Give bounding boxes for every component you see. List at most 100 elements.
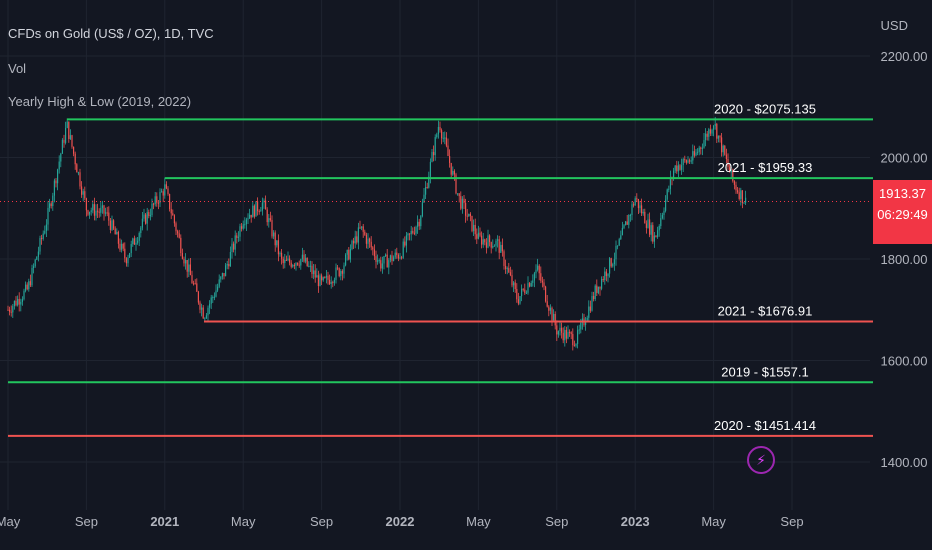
candle: [167, 186, 169, 196]
candle: [361, 226, 363, 231]
candle: [725, 148, 727, 164]
currency-label[interactable]: USD: [880, 18, 908, 33]
candle: [495, 238, 497, 252]
candle: [497, 235, 499, 248]
candle: [645, 220, 647, 234]
candle: [159, 188, 161, 207]
symbol-title[interactable]: CFDs on Gold (US$ / OZ), 1D, TVC: [8, 26, 214, 41]
candle: [652, 222, 654, 244]
volume-indicator-label[interactable]: Vol: [8, 61, 27, 76]
candle: [405, 231, 407, 253]
lightning-icon[interactable]: ⚡: [747, 446, 775, 474]
candle: [441, 128, 443, 145]
candle: [410, 225, 412, 241]
candle: [431, 148, 433, 163]
level-high-3[interactable]: 2019 - $1557.1: [8, 364, 873, 384]
candle: [677, 161, 679, 178]
candle: [129, 252, 131, 259]
level-low-2[interactable]: 2021 - $1676.91: [204, 303, 873, 323]
candle: [220, 276, 222, 283]
level-high-1[interactable]: 2021 - $1959.33: [164, 160, 873, 180]
candle: [629, 213, 631, 222]
candle: [729, 164, 731, 173]
candle: [490, 241, 492, 254]
candle: [708, 127, 710, 141]
candle: [745, 190, 747, 206]
candle: [53, 178, 55, 203]
candle: [170, 202, 172, 220]
candle: [551, 306, 553, 326]
candle: [391, 250, 393, 265]
level-low-4[interactable]: 2020 - $1451.414: [8, 418, 873, 437]
time-axis[interactable]: May Sep 2021 May Sep 2022 May Sep 2023 May Sep: [0, 514, 804, 529]
candle: [348, 247, 350, 261]
candle: [719, 135, 721, 143]
candle: [133, 235, 135, 245]
candle: [730, 169, 732, 179]
candle: [674, 164, 676, 174]
candle: [591, 291, 593, 312]
candle: [618, 237, 620, 246]
candle: [367, 233, 369, 250]
candle: [717, 135, 719, 143]
candle: [692, 144, 694, 165]
candle: [402, 238, 404, 260]
candle: [63, 134, 65, 148]
candle: [623, 223, 625, 230]
candle: [111, 215, 113, 232]
candle: [253, 204, 255, 219]
candle: [165, 181, 167, 190]
candle: [500, 241, 502, 253]
candle: [257, 197, 259, 216]
candle: [10, 305, 12, 317]
candle: [415, 225, 417, 236]
candle: [289, 255, 291, 266]
candle: [570, 331, 572, 340]
price-axis[interactable]: 2200.00 2000.00 1800.00 1600.00 1400.00: [881, 49, 928, 470]
candle: [716, 122, 718, 143]
candle: [682, 157, 684, 173]
candle: [505, 259, 507, 274]
candle: [457, 193, 459, 196]
candle: [649, 212, 651, 238]
last-price-value: 1913.37: [879, 186, 926, 201]
yearly-high-low-indicator-label[interactable]: Yearly High & Low (2019, 2022): [8, 94, 192, 109]
candle: [93, 197, 95, 221]
candle: [642, 208, 644, 216]
candle: [276, 240, 278, 248]
candle: [597, 286, 599, 295]
candle: [205, 313, 207, 319]
level-high-0[interactable]: 2020 - $2075.135: [66, 101, 873, 121]
level-label: 2019 - $1557.1: [721, 364, 808, 379]
candle: [620, 230, 622, 240]
candle: [650, 222, 652, 242]
candle: [577, 325, 579, 349]
candle: [121, 239, 123, 253]
candle: [261, 197, 263, 216]
candle: [698, 145, 700, 156]
candle: [285, 255, 287, 261]
candle: [562, 327, 564, 344]
candle: [329, 274, 331, 286]
candle: [172, 209, 174, 216]
candle: [588, 300, 590, 321]
candle: [231, 238, 233, 259]
candle: [705, 128, 707, 147]
candle: [316, 268, 318, 278]
candle: [319, 273, 321, 287]
candle: [572, 328, 574, 351]
candle: [333, 277, 335, 286]
candle: [469, 212, 471, 222]
candle: [173, 214, 175, 227]
candle: [197, 290, 199, 305]
candle: [561, 322, 563, 339]
candle: [130, 240, 132, 258]
candle: [537, 258, 539, 272]
candle: [7, 305, 9, 311]
candle: [269, 211, 271, 222]
candle: [546, 295, 548, 308]
candle: [599, 286, 601, 296]
candle: [610, 257, 612, 268]
candle: [428, 171, 430, 189]
